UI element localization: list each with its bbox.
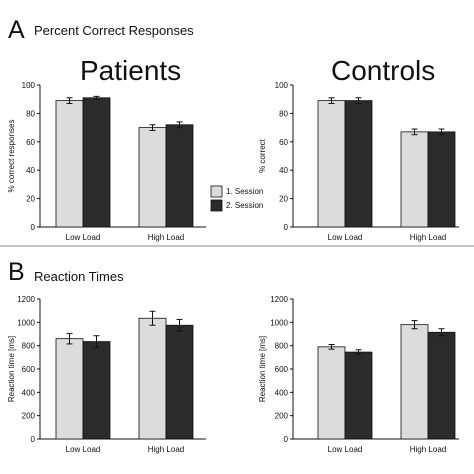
y-tick-label: 1200 [17,295,35,304]
bar [82,341,111,440]
chart-b-controls: 0 200 400 600 800 1000 1200 Reaction time [ms] L… [258,295,459,454]
charts-container: 0 20 40 60 80 100 % correct responses Low Load H… [7,81,459,454]
y-tick-label: 20 [26,195,35,204]
y-tick-label: 40 [279,166,288,175]
chart-a-patients: 0 20 40 60 80 100 % correct responses Low Load H… [7,81,206,242]
y-tick-label: 1000 [270,318,288,327]
y-tick-label: 100 [275,81,289,90]
y-tick-label: 0 [284,435,289,444]
chart-b-patients: 0 200 400 600 800 1000 1200 Reaction time [ms] L… [7,295,206,454]
bar [55,338,84,440]
controls-title: Controls [331,55,435,86]
y-tick-label: 80 [26,109,35,118]
legend-label-session-1: 1. Session [226,187,263,196]
bar [138,127,167,228]
y-axis-label: Reaction time [ms] [258,336,267,402]
bar [165,124,194,228]
y-tick-label: 1000 [17,318,35,327]
bar [400,324,429,440]
panel-b-letter: B [8,258,25,286]
y-tick-label: 200 [275,412,289,421]
y-tick-label: 0 [284,223,289,232]
bar [344,100,373,228]
legend-swatch-session-1 [210,185,223,198]
y-tick-label: 40 [26,166,35,175]
y-tick-label: 80 [279,109,288,118]
y-tick-label: 0 [31,223,36,232]
y-tick-label: 400 [22,388,36,397]
y-axis-label: % correct [258,138,267,173]
bar [55,100,84,228]
legend: 1. Session 2. Session [210,185,263,212]
legend-swatch-session-2 [210,199,223,212]
x-category-label: High Load [148,445,184,454]
y-tick-label: 600 [275,365,289,374]
y-tick-label: 0 [31,435,36,444]
y-axis-label: Reaction time [ms] [7,336,16,402]
x-category-label: Low Load [328,445,363,454]
y-tick-label: 800 [275,342,289,351]
bar [344,351,373,440]
y-tick-label: 100 [22,81,36,90]
y-tick-label: 800 [22,342,36,351]
x-category-label: High Load [148,233,184,242]
x-category-label: Low Load [328,233,363,242]
y-tick-label: 600 [22,365,36,374]
legend-label-session-2: 2. Session [226,201,263,210]
y-tick-label: 60 [279,138,288,147]
x-category-label: High Load [410,233,446,242]
panel-a-title: Percent Correct Responses [34,23,194,38]
y-axis-label: % correct responses [7,120,16,193]
bar [82,97,111,228]
bar [165,324,194,440]
x-category-label: High Load [410,445,446,454]
bar [317,346,346,440]
y-tick-label: 1200 [270,295,288,304]
x-category-label: Low Load [66,445,101,454]
chart-a-controls: 0 20 40 60 80 100 % correct Low Load High Load [258,81,459,242]
y-tick-label: 200 [22,412,36,421]
panel-a-letter: A [8,16,25,44]
y-tick-label: 400 [275,388,289,397]
y-tick-label: 60 [26,138,35,147]
x-category-label: Low Load [66,233,101,242]
bar [138,317,167,440]
y-tick-label: 20 [279,195,288,204]
bar [400,131,429,228]
bar [427,131,456,228]
patients-title: Patients [80,55,181,86]
bar [427,331,456,440]
panel-b-title: Reaction Times [34,269,124,284]
bar [317,100,346,228]
